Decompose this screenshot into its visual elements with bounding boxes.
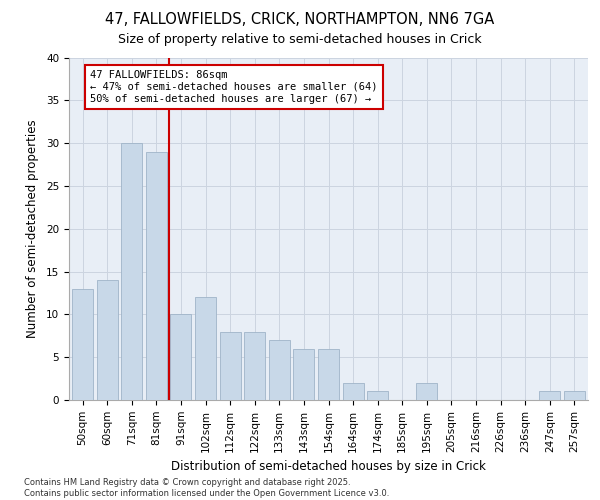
Text: Size of property relative to semi-detached houses in Crick: Size of property relative to semi-detach… [118,32,482,46]
Bar [121,143,142,400]
Bar [416,383,437,400]
Text: 47 FALLOWFIELDS: 86sqm
← 47% of semi-detached houses are smaller (64)
50% of sem: 47 FALLOWFIELDS: 86sqm ← 47% of semi-det… [90,70,377,104]
Bar [367,392,388,400]
Bar [244,332,265,400]
Bar [72,288,93,400]
Bar [564,392,585,400]
Bar [97,280,118,400]
Text: Contains HM Land Registry data © Crown copyright and database right 2025.
Contai: Contains HM Land Registry data © Crown c… [24,478,389,498]
Bar [146,152,167,400]
Bar [539,392,560,400]
Bar [220,332,241,400]
Bar [343,383,364,400]
X-axis label: Distribution of semi-detached houses by size in Crick: Distribution of semi-detached houses by … [171,460,486,473]
Bar [170,314,191,400]
Bar [318,348,339,400]
Y-axis label: Number of semi-detached properties: Number of semi-detached properties [26,120,39,338]
Bar [269,340,290,400]
Bar [293,348,314,400]
Text: 47, FALLOWFIELDS, CRICK, NORTHAMPTON, NN6 7GA: 47, FALLOWFIELDS, CRICK, NORTHAMPTON, NN… [106,12,494,28]
Bar [195,297,216,400]
